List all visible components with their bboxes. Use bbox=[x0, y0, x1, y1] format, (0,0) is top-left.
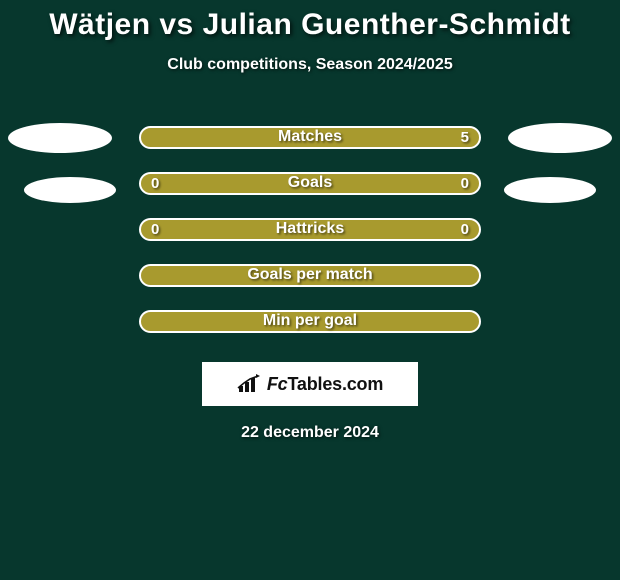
stat-row: Min per goal bbox=[0, 298, 620, 344]
stat-row: Hattricks0 0 bbox=[0, 206, 620, 252]
comparison-infographic: Wätjen vs Julian Guenther-Schmidt Club c… bbox=[0, 0, 620, 442]
stat-bar: Goals0 0 bbox=[139, 172, 481, 195]
decorative-ellipse bbox=[508, 123, 612, 153]
stat-bar: Min per goal bbox=[139, 310, 481, 333]
stat-label: Goals per match bbox=[141, 266, 479, 284]
stat-label: Min per goal bbox=[141, 312, 479, 330]
stat-label: Matches bbox=[141, 128, 479, 146]
stat-bar: Matches5 bbox=[139, 126, 481, 149]
bar-chart-icon bbox=[237, 374, 261, 394]
logo-text: FcTables.com bbox=[267, 374, 383, 395]
stat-label: Goals bbox=[141, 174, 479, 192]
stat-value-left: 0 bbox=[151, 221, 159, 238]
decorative-ellipse bbox=[8, 123, 112, 153]
page-title: Wätjen vs Julian Guenther-Schmidt bbox=[0, 8, 620, 42]
infographic-date: 22 december 2024 bbox=[0, 424, 620, 442]
stat-value-right: 0 bbox=[461, 175, 469, 192]
fctables-logo[interactable]: FcTables.com bbox=[202, 362, 418, 406]
subtitle: Club competitions, Season 2024/2025 bbox=[0, 56, 620, 74]
stat-value-right: 0 bbox=[461, 221, 469, 238]
stat-label: Hattricks bbox=[141, 220, 479, 238]
decorative-ellipse bbox=[504, 177, 596, 203]
stat-row: Goals per match bbox=[0, 252, 620, 298]
stat-value-left: 0 bbox=[151, 175, 159, 192]
decorative-ellipse bbox=[24, 177, 116, 203]
stat-value-right: 5 bbox=[461, 129, 469, 146]
stat-bar: Hattricks0 0 bbox=[139, 218, 481, 241]
stat-bar: Goals per match bbox=[139, 264, 481, 287]
